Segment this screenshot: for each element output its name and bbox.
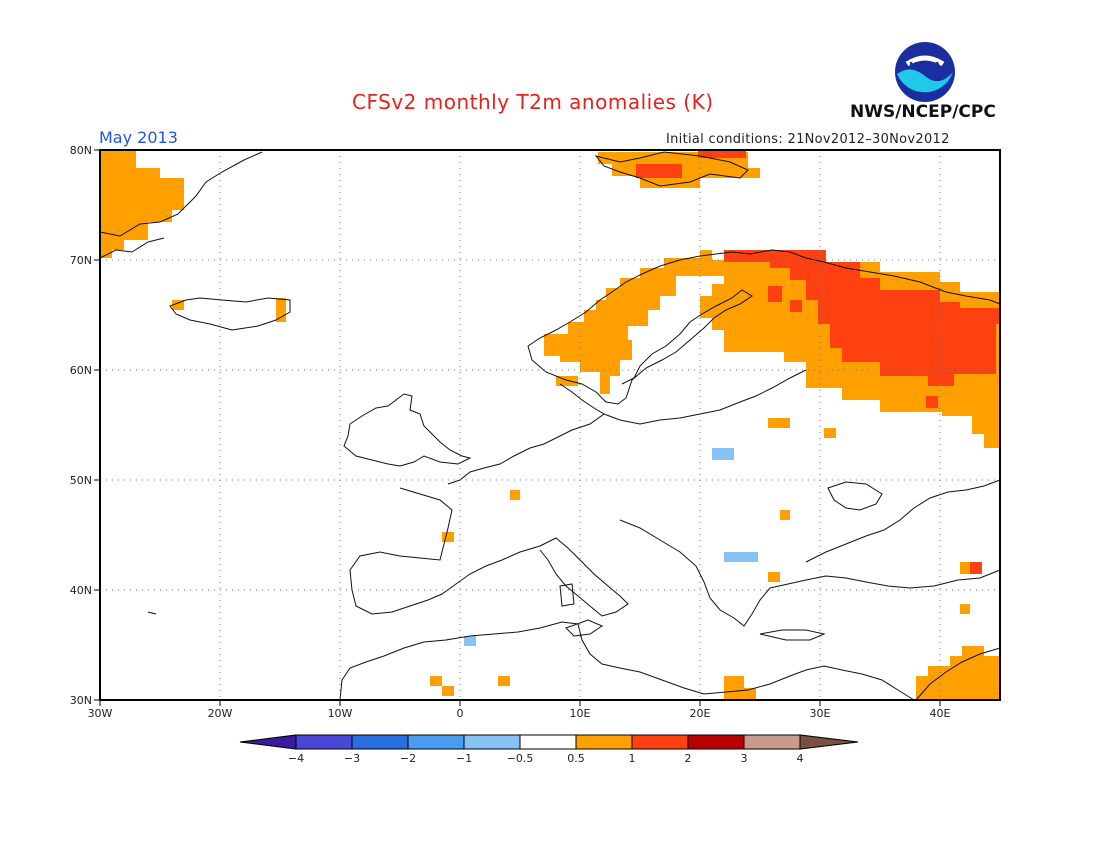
colorbar-label: 3 bbox=[741, 752, 748, 765]
colorbar-segment bbox=[408, 735, 464, 749]
colorbar-label: 2 bbox=[685, 752, 692, 765]
colorbar-segment bbox=[464, 735, 520, 749]
chart-title: CFSv2 monthly T2m anomalies (K) bbox=[352, 90, 714, 114]
x-tick-label: 20W bbox=[208, 707, 233, 720]
colorbar-segment bbox=[240, 735, 296, 749]
initial-conditions-label: Initial conditions: 21Nov2012–30Nov2012 bbox=[666, 132, 950, 147]
x-tick-label: 10W bbox=[328, 707, 353, 720]
colorbar-label: 0.5 bbox=[567, 752, 585, 765]
tick-marks bbox=[94, 149, 941, 706]
colorbar-segment bbox=[744, 735, 800, 749]
colorbar-label: −4 bbox=[288, 752, 304, 765]
colorbar-label: −1 bbox=[456, 752, 472, 765]
y-tick-label: 60N bbox=[70, 364, 92, 377]
y-tick-label: 30N bbox=[70, 694, 92, 707]
map-background bbox=[100, 150, 1000, 700]
coastlines bbox=[99, 151, 1001, 701]
month-label: May 2013 bbox=[99, 128, 178, 147]
colorbar-label: 1 bbox=[629, 752, 636, 765]
colorbar-label: −2 bbox=[400, 752, 416, 765]
x-tick-label: 40E bbox=[930, 707, 951, 720]
x-tick-label: 20E bbox=[690, 707, 711, 720]
x-tick-label: 0 bbox=[457, 707, 464, 720]
y-tick-label: 70N bbox=[70, 254, 92, 267]
anomaly-layer bbox=[100, 150, 1000, 700]
colorbar-label: 4 bbox=[797, 752, 804, 765]
colorbar-segment bbox=[352, 735, 408, 749]
anomaly-region bbox=[636, 150, 746, 178]
colorbar-label: −3 bbox=[344, 752, 360, 765]
colorbar-segment bbox=[632, 735, 688, 749]
colorbar-segment bbox=[520, 735, 576, 749]
anomaly-region bbox=[660, 310, 700, 346]
anomaly-region bbox=[916, 646, 1000, 700]
anomaly-region bbox=[100, 150, 184, 258]
anomaly-region bbox=[970, 562, 982, 574]
noaa-logo: NOAA bbox=[893, 40, 957, 104]
x-tick-label: 30E bbox=[810, 707, 831, 720]
colorbar: −4 −3 −2 −1 −0.5 0.5 1 2 3 4 bbox=[239, 734, 859, 765]
colorbar-label: −0.5 bbox=[507, 752, 534, 765]
colorbar-segment bbox=[688, 735, 744, 749]
map-frame bbox=[99, 149, 1001, 701]
anomaly-region bbox=[172, 298, 970, 700]
y-tick-label: 50N bbox=[70, 474, 92, 487]
logo-text: NOAA bbox=[909, 61, 941, 72]
y-tick-label: 80N bbox=[70, 144, 92, 157]
colorbar-segment bbox=[296, 735, 352, 749]
colorbar-segment bbox=[576, 735, 632, 749]
colorbar-segment bbox=[800, 735, 858, 749]
anomaly-region bbox=[724, 250, 1000, 386]
graticule bbox=[100, 150, 1000, 700]
y-tick-label: 40N bbox=[70, 584, 92, 597]
x-tick-label: 30W bbox=[88, 707, 113, 720]
agency-label: NWS/NCEP/CPC bbox=[850, 102, 996, 122]
x-tick-label: 10E bbox=[570, 707, 591, 720]
